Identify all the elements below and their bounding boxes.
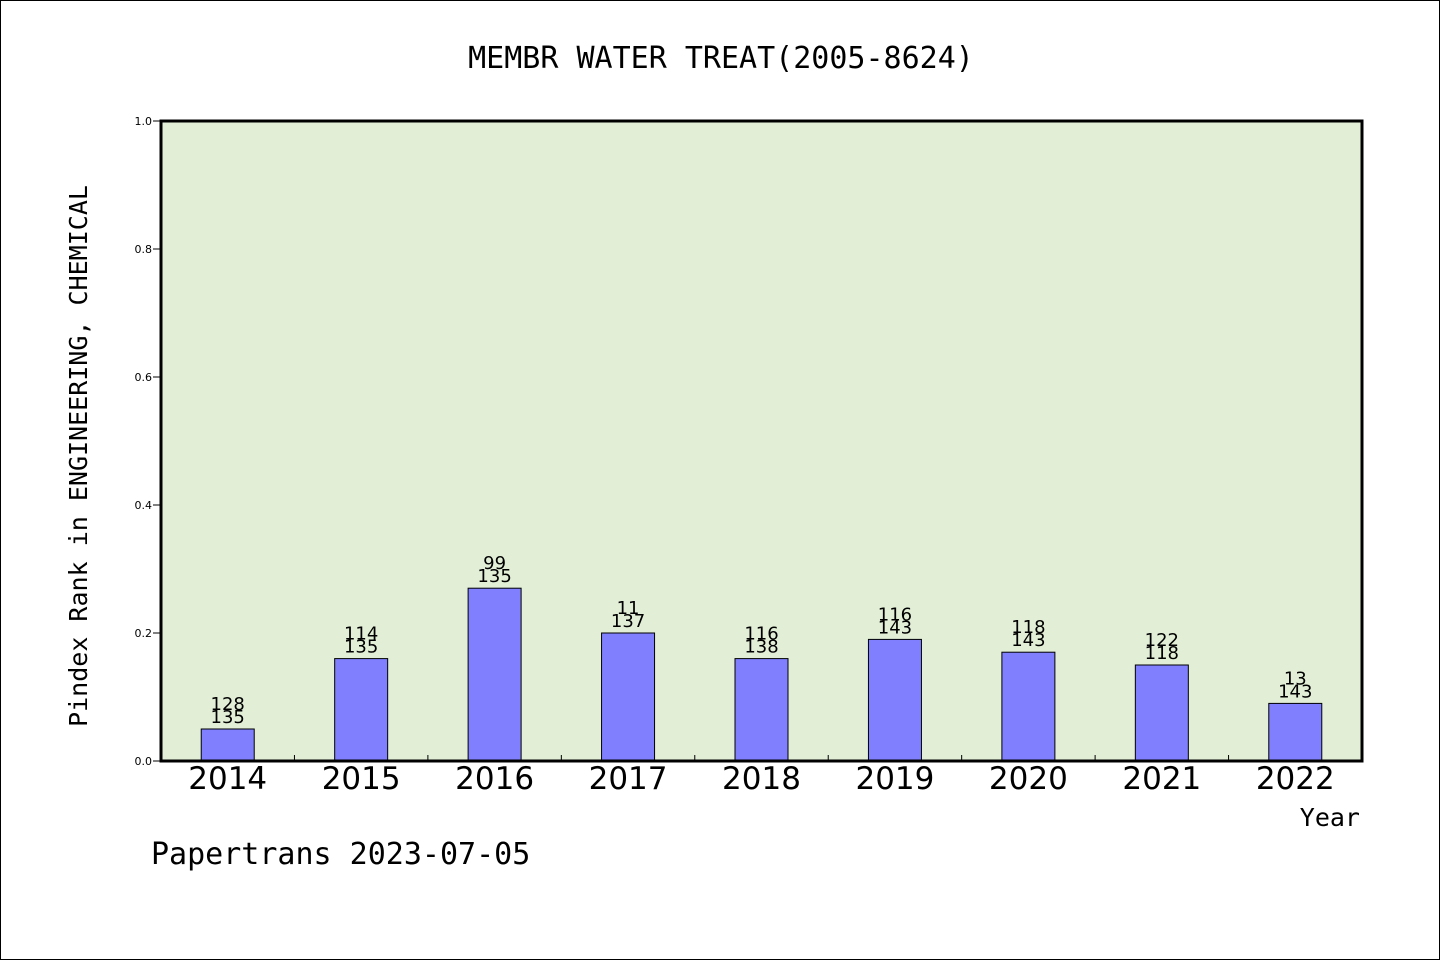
x-tick-label: 2022 — [1256, 761, 1335, 797]
plot-area — [161, 121, 1362, 761]
y-axis: 0.0 0.2 0.4 0.6 0.8 1.0 — [135, 115, 161, 768]
y-tick-label: 0.2 — [135, 627, 153, 640]
y-tick-label: 1.0 — [135, 115, 153, 128]
bar-2018 — [734, 658, 789, 762]
chart-title: MEMBR WATER TREAT(2005-8624) — [468, 41, 974, 76]
bar-2016 — [467, 587, 522, 762]
bar-label-top: 11 — [617, 598, 640, 619]
bar-label-bottom: 143 — [1278, 681, 1312, 702]
x-tick-label: 2017 — [589, 761, 668, 797]
bars-group — [200, 587, 1323, 762]
bar-2019 — [867, 638, 922, 762]
y-tick-label: 0.4 — [135, 499, 153, 512]
y-tick-label: 0.0 — [135, 755, 153, 768]
bar-label-bottom: 137 — [611, 611, 645, 632]
bar-2014 — [200, 728, 255, 762]
bar-2015 — [334, 658, 389, 762]
bar-2020 — [1001, 651, 1056, 762]
x-tick-label: 2016 — [455, 761, 534, 797]
bar-label-top: 118 — [1011, 617, 1045, 638]
x-axis: 2014 2015 2016 2017 2018 2019 2020 2021 2022 — [188, 755, 1335, 797]
bar-label-top: 13 — [1284, 668, 1307, 689]
bar-label-top: 122 — [1145, 630, 1179, 651]
bar-label-top: 114 — [344, 624, 378, 645]
bar-2022 — [1268, 702, 1323, 762]
x-tick-label: 2014 — [188, 761, 267, 797]
y-tick-label: 0.8 — [135, 243, 153, 256]
bar-label-bottom: 135 — [477, 566, 511, 587]
bar-label-top: 116 — [878, 604, 912, 625]
plot-border — [159, 119, 1364, 763]
bar-label-bottom: 143 — [878, 617, 912, 638]
bar-label-bottom: 135 — [211, 707, 245, 728]
x-tick-label: 2020 — [989, 761, 1068, 797]
bar-label-bottom: 135 — [344, 637, 378, 658]
footer-credit: Papertrans 2023-07-05 — [151, 837, 530, 872]
x-tick-label: 2021 — [1122, 761, 1201, 797]
y-tick-label: 0.6 — [135, 371, 153, 384]
bar-label-top: 128 — [211, 694, 245, 715]
x-axis-label: Year — [1300, 803, 1360, 832]
bar-label-top: 99 — [483, 553, 506, 574]
bar-2017 — [601, 632, 656, 762]
bar-label-bottom: 143 — [1011, 630, 1045, 651]
bar-label-bottom: 138 — [744, 637, 778, 658]
bar-2021 — [1134, 664, 1189, 762]
x-tick-label: 2015 — [322, 761, 401, 797]
bar-label-bottom: 118 — [1145, 643, 1179, 664]
bar-label-top: 116 — [744, 624, 778, 645]
x-tick-label: 2019 — [855, 761, 934, 797]
y-axis-label: Pindex Rank in ENGINEERING, CHEMICAL — [64, 185, 93, 727]
x-tick-label: 2018 — [722, 761, 801, 797]
